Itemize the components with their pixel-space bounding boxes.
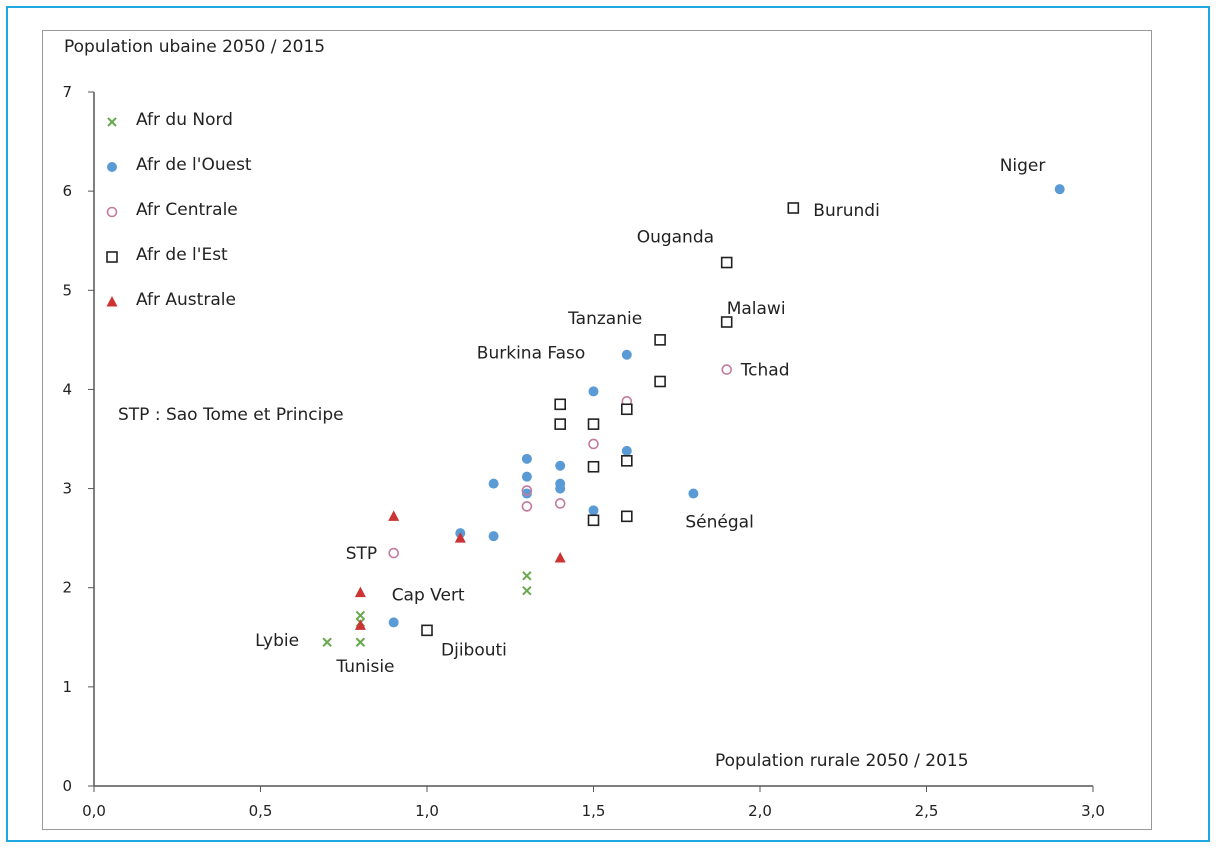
y-tick-label: 6 — [62, 182, 72, 200]
data-point — [720, 256, 733, 269]
data-point — [588, 438, 599, 450]
y-tick-label: 0 — [62, 777, 72, 795]
data-point — [588, 505, 599, 516]
point-label: Tunisie — [335, 657, 394, 677]
x-tick-label: 2,5 — [915, 802, 939, 820]
data-point — [620, 455, 633, 467]
y-tick-label: 7 — [62, 83, 72, 101]
data-point — [522, 585, 532, 596]
data-point — [421, 624, 433, 637]
data-point — [355, 610, 366, 621]
legend-marker — [107, 117, 117, 127]
x-tick-label: 0,5 — [249, 802, 273, 820]
point-label: Sénégal — [685, 513, 753, 533]
data-point — [587, 418, 600, 430]
x-tick-label: 2,0 — [748, 802, 772, 820]
legend-label: Afr Centrale — [136, 200, 238, 220]
data-point — [521, 488, 532, 499]
data-point — [454, 532, 466, 543]
data-point — [688, 488, 699, 499]
data-point — [654, 334, 666, 346]
data-point — [554, 551, 566, 563]
point-label: Djibouti — [441, 640, 507, 660]
data-point — [621, 445, 632, 456]
data-point — [721, 364, 733, 375]
legend-marker — [106, 296, 118, 307]
y-tick-label: 5 — [62, 281, 72, 299]
legend-marker — [107, 162, 117, 172]
data-point — [555, 478, 566, 489]
data-point — [388, 547, 400, 559]
tick-labels: 0,0 0,5 1,0 1,5 2,0 2,5 3,0 0 1 2 3 4 5 6 7 — [62, 83, 1104, 820]
data-point — [355, 637, 366, 647]
point-label: Tanzanie — [567, 309, 642, 329]
data-points — [322, 184, 1065, 647]
data-point — [620, 403, 633, 416]
data-point — [521, 501, 533, 512]
point-label: Niger — [1000, 156, 1046, 176]
data-point — [322, 637, 332, 647]
chart-area — [42, 30, 1152, 830]
data-point — [1054, 184, 1065, 195]
x-tick-label: 0,0 — [82, 802, 106, 820]
x-tick-label: 1,0 — [415, 802, 439, 820]
data-point — [787, 202, 800, 214]
y-tick-label: 2 — [62, 579, 72, 597]
data-point — [621, 349, 632, 360]
legend-label: Afr de l'Ouest — [136, 155, 252, 175]
data-point — [354, 586, 366, 598]
x-tick-label: 3,0 — [1081, 802, 1105, 820]
legend: Afr du Nord Afr de l'Ouest Afr Centrale Afr… — [106, 110, 252, 310]
data-point — [388, 510, 400, 521]
data-point — [521, 485, 533, 496]
point-label: Cap Vert — [392, 585, 465, 605]
data-point — [488, 478, 499, 489]
legend-label: Afr de l'Est — [136, 245, 228, 265]
data-point — [587, 514, 600, 527]
point-label: STP — [346, 544, 377, 564]
data-point — [354, 619, 366, 630]
x-tick-label: 1,5 — [582, 802, 606, 820]
point-label: Tchad — [740, 361, 790, 381]
data-point — [388, 617, 399, 628]
legend-marker — [106, 251, 118, 263]
data-point — [521, 471, 532, 482]
point-label: Burkina Faso — [477, 344, 585, 364]
x-axis-label: Population rurale 2050 / 2015 — [715, 751, 969, 771]
y-axis-label: Population ubaine 2050 / 2015 — [64, 37, 325, 57]
data-point — [620, 510, 633, 523]
legend-marker — [106, 206, 118, 218]
point-label: Malawi — [727, 299, 786, 319]
y-tick-label: 1 — [62, 678, 72, 696]
data-point — [554, 418, 567, 430]
data-point — [555, 460, 566, 471]
data-point — [654, 375, 666, 388]
data-point — [554, 498, 566, 509]
y-tick-label: 4 — [62, 380, 72, 398]
data-point — [588, 386, 599, 397]
point-label: Burundi — [813, 201, 880, 221]
point-label: Ouganda — [637, 228, 714, 248]
y-tick-label: 3 — [62, 480, 72, 498]
data-point — [720, 316, 733, 328]
legend-label: Afr du Nord — [136, 110, 233, 130]
legend-label: Afr Australe — [136, 290, 236, 310]
data-point — [587, 460, 600, 473]
data-point — [522, 571, 532, 581]
point-label: Lybie — [255, 631, 299, 651]
data-point — [488, 531, 499, 542]
data-point — [554, 398, 567, 411]
figure-frame — [6, 6, 1210, 842]
point-labels: Niger Burundi Ouganda Malawi Tanzanie Burkina… — [255, 156, 1045, 677]
data-point — [521, 453, 532, 464]
note-text: STP : Sao Tome et Principe — [118, 405, 344, 425]
